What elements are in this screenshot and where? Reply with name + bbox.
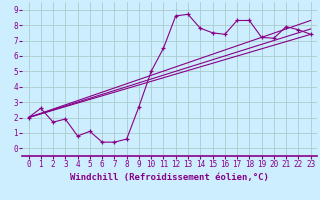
X-axis label: Windchill (Refroidissement éolien,°C): Windchill (Refroidissement éolien,°C) <box>70 173 269 182</box>
